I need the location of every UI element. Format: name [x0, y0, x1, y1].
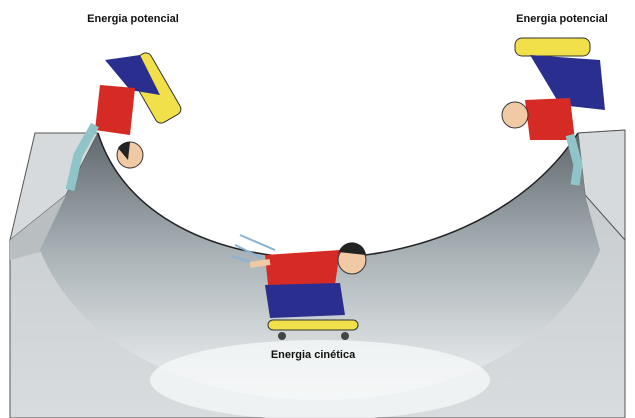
label-kinetic: Energia cinética	[271, 349, 356, 361]
page: Energia potencial Energia potencial Ener…	[0, 0, 635, 418]
halfpipe-diagram: Energia potencial Energia potencial Ener…	[0, 0, 635, 418]
label-potential-left: Energia potencial	[87, 13, 179, 25]
label-potential-right: Energia potencial	[516, 13, 608, 25]
